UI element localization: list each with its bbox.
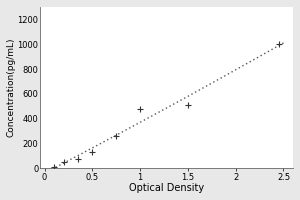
X-axis label: Optical Density: Optical Density (129, 183, 204, 193)
Y-axis label: Concentration(pg/mL): Concentration(pg/mL) (7, 38, 16, 137)
